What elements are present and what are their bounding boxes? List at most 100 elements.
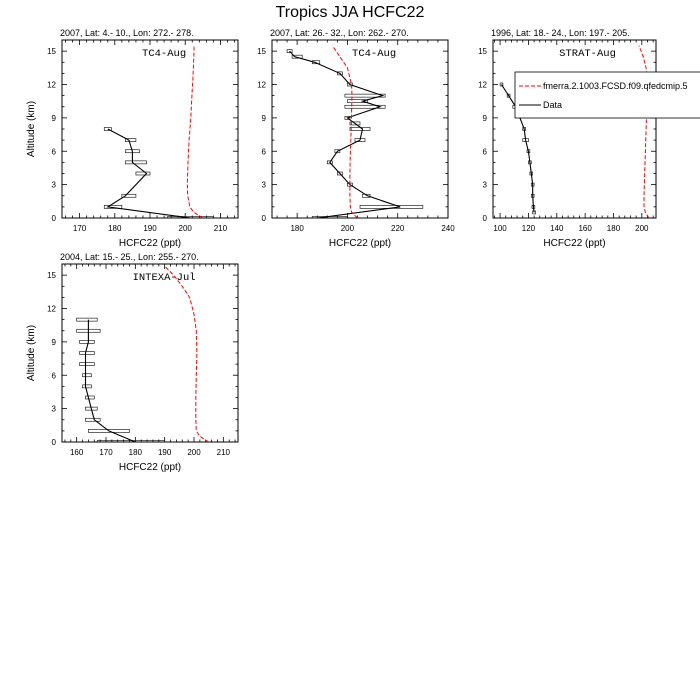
x-tick-label: 180 bbox=[607, 224, 621, 233]
y-tick-label: 15 bbox=[257, 47, 266, 56]
y-axis-label: Altitude (km) bbox=[26, 325, 37, 381]
chart-panel-2: 2007, Lat: 26.- 32., Lon: 262.- 270. 180 2… bbox=[257, 28, 455, 249]
data-layer: TC4-Aug bbox=[286, 45, 424, 218]
y-tick-label: 3 bbox=[483, 181, 488, 190]
y-tick-label: 0 bbox=[52, 438, 57, 447]
y-tick-label: 12 bbox=[47, 305, 56, 314]
data-layer: TC4-Aug bbox=[103, 45, 214, 218]
y-tick-label: 15 bbox=[478, 47, 487, 56]
error-bar bbox=[135, 171, 151, 176]
error-bar bbox=[344, 93, 386, 98]
error-bar bbox=[79, 362, 95, 366]
plot-frame bbox=[61, 39, 239, 219]
error-bar bbox=[85, 417, 101, 422]
error-bar bbox=[532, 210, 536, 215]
x-tick-label: 160 bbox=[578, 224, 592, 233]
x-tick-label: 140 bbox=[550, 224, 564, 233]
model-profile-line bbox=[164, 265, 209, 442]
error-bar bbox=[76, 317, 98, 322]
y-tick-label: 6 bbox=[483, 147, 488, 156]
chart-panel-1: 2007, Lat: 4.- 10., Lon: 272.- 278. 170 18… bbox=[26, 28, 239, 249]
x-tick-label: 160 bbox=[70, 448, 84, 457]
error-bar bbox=[531, 205, 536, 209]
x-tick-label: 210 bbox=[217, 448, 231, 457]
error-bar bbox=[530, 182, 535, 187]
y-tick-label: 12 bbox=[478, 81, 487, 90]
error-bar bbox=[167, 216, 214, 218]
y-tick-label: 0 bbox=[483, 214, 488, 223]
x-axis-label: HCFC22 (ppt) bbox=[119, 462, 181, 473]
legend-data-label: Data bbox=[543, 100, 562, 110]
error-bar bbox=[506, 93, 511, 98]
legend-box bbox=[514, 71, 700, 119]
x-axis-label: HCFC22 (ppt) bbox=[329, 238, 391, 249]
x-tick-label: 180 bbox=[129, 448, 143, 457]
x-tick-label: 190 bbox=[143, 224, 157, 233]
error-bar bbox=[362, 193, 371, 198]
campaign-label: STRAT-Aug bbox=[559, 48, 616, 60]
y-tick-label: 15 bbox=[47, 271, 56, 280]
y-tick-label: 3 bbox=[262, 181, 267, 190]
error-bar bbox=[354, 138, 366, 142]
x-tick-label: 170 bbox=[99, 448, 113, 457]
x-tick-label: 240 bbox=[441, 224, 455, 233]
x-tick-label: 200 bbox=[635, 224, 649, 233]
error-bar bbox=[530, 193, 535, 198]
chart-panel-3: 1996, Lat: 18.- 24., Lon: 197.- 205. 100 1… bbox=[478, 28, 657, 249]
y-tick-label: 9 bbox=[52, 338, 57, 347]
error-bar bbox=[528, 160, 532, 165]
error-bar bbox=[349, 127, 371, 131]
error-bar bbox=[125, 138, 137, 142]
campaign-label: INTEXA-Jul bbox=[133, 272, 196, 284]
x-tick-label: 220 bbox=[391, 224, 405, 233]
y-tick-label: 3 bbox=[52, 181, 57, 190]
error-bar bbox=[347, 99, 368, 103]
error-bar bbox=[334, 149, 341, 154]
panel-subtitle: 2007, Lat: 4.- 10., Lon: 272.- 278. bbox=[60, 28, 194, 38]
error-bar bbox=[286, 49, 293, 53]
error-bar bbox=[529, 171, 533, 176]
y-tick-label: 3 bbox=[52, 405, 57, 414]
error-bar bbox=[291, 54, 303, 59]
x-tick-label: 200 bbox=[187, 448, 201, 457]
figure-title: Tropics JJA HCFC22 bbox=[275, 4, 425, 21]
y-tick-label: 9 bbox=[52, 114, 57, 123]
panel-subtitle: 2007, Lat: 26.- 32., Lon: 262.- 270. bbox=[270, 28, 409, 38]
x-tick-label: 170 bbox=[73, 224, 87, 233]
y-axis-label: Altitude (km) bbox=[26, 101, 37, 157]
error-bar bbox=[522, 138, 529, 142]
y-tick-label: 12 bbox=[257, 81, 266, 90]
error-bar bbox=[359, 205, 424, 209]
error-bar bbox=[121, 193, 137, 198]
panel-subtitle: 2004, Lat: 15.- 25., Lon: 255.- 270. bbox=[60, 252, 199, 262]
error-bar bbox=[79, 340, 95, 344]
y-tick-label: 6 bbox=[52, 371, 57, 380]
legend-model-label: fmerra.2.1003.FCSD.f09.qfedcmip.5 bbox=[543, 81, 688, 91]
data-layer: INTEXA-Jul bbox=[76, 265, 209, 442]
error-bar bbox=[349, 121, 361, 126]
error-bar bbox=[88, 429, 130, 433]
y-tick-label: 6 bbox=[262, 147, 267, 156]
x-tick-label: 100 bbox=[493, 224, 507, 233]
data-layer: STRAT-Aug bbox=[499, 45, 650, 218]
y-tick-label: 9 bbox=[262, 114, 267, 123]
error-bar bbox=[311, 216, 348, 218]
campaign-label: TC4-Aug bbox=[352, 48, 396, 60]
error-bar bbox=[327, 160, 333, 165]
y-tick-label: 9 bbox=[483, 114, 488, 123]
error-bar bbox=[85, 406, 98, 411]
x-tick-label: 120 bbox=[522, 224, 536, 233]
model-profile-line bbox=[331, 45, 358, 218]
campaign-label: TC4-Aug bbox=[142, 48, 186, 60]
error-bar bbox=[344, 104, 386, 109]
error-bar bbox=[85, 395, 95, 400]
x-tick-label: 180 bbox=[290, 224, 304, 233]
y-tick-label: 15 bbox=[47, 47, 56, 56]
observed-profile-line bbox=[289, 50, 401, 218]
panel-subtitle: 1996, Lat: 18.- 24., Lon: 197.- 205. bbox=[491, 28, 630, 38]
error-bar bbox=[82, 373, 92, 378]
error-bar bbox=[522, 127, 526, 131]
x-axis-label: HCFC22 (ppt) bbox=[543, 238, 605, 249]
x-tick-label: 180 bbox=[108, 224, 122, 233]
plot-frame bbox=[61, 263, 239, 443]
